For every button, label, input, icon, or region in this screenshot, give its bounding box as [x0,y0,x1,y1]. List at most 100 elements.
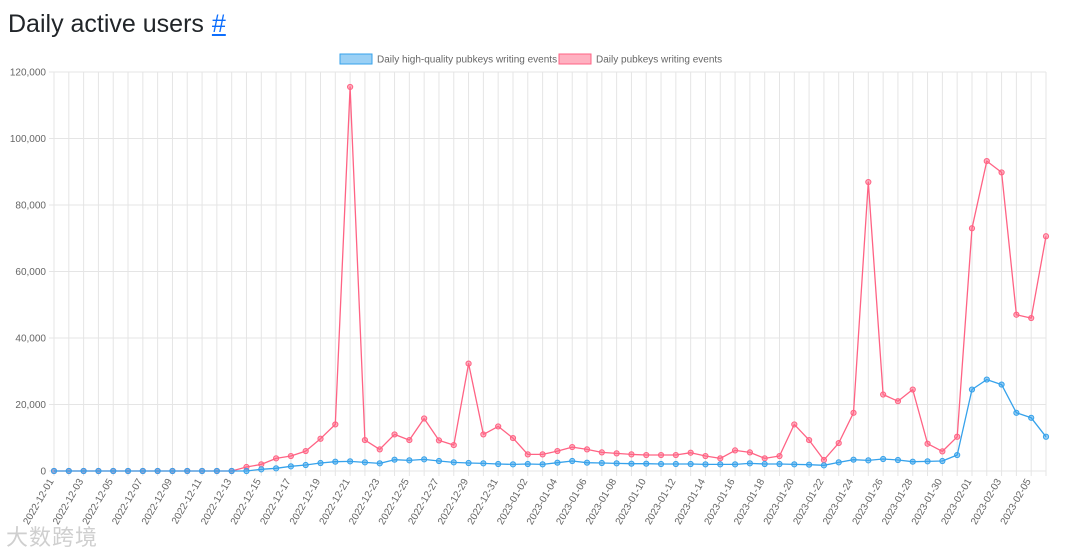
data-point-1 [347,83,354,91]
data-point-0 [450,459,457,466]
y-tick-label: 120,000 [10,68,47,79]
data-point-1 [598,449,605,456]
data-point-1 [1013,311,1020,318]
data-point-0 [850,456,857,463]
data-point-0 [613,460,620,467]
data-point-0 [657,460,665,468]
data-point-0 [643,460,650,467]
data-point-0 [287,463,294,470]
data-point-0 [939,457,946,465]
data-point-1 [287,452,294,460]
data-point-1 [806,436,813,444]
y-tick-label: 0 [40,467,46,478]
data-point-0 [361,459,369,466]
data-point-1 [998,169,1005,176]
data-point-0 [968,386,976,393]
data-point-1 [657,451,665,459]
data-point-1 [717,455,724,462]
data-point-0 [480,460,487,467]
legend-label-1: Daily pubkeys writing events [596,55,722,66]
data-point-1 [791,421,798,428]
data-point-0 [583,459,591,466]
data-point-1 [643,451,650,459]
watermark-text: 大数跨境 [6,525,99,550]
data-point-0 [598,459,605,467]
page-header: Daily active users # [8,10,226,39]
data-point-0 [154,467,161,475]
data-point-0 [302,461,309,469]
data-point-0 [80,467,87,475]
data-point-0 [672,460,679,468]
legend-swatch-0 [339,53,373,65]
data-point-0 [1028,414,1035,421]
data-point-0 [628,460,635,467]
data-point-0 [50,467,58,475]
data-point-0 [317,459,324,467]
anchor-link[interactable]: # [211,10,226,38]
data-point-1 [391,431,398,438]
data-point-1 [983,158,990,165]
data-point-1 [865,178,872,186]
data-point-1 [495,423,502,430]
x-tick-label: 2023-02-05 [999,477,1034,527]
data-point-0 [406,457,413,464]
series [50,83,1050,475]
data-point-1 [480,431,487,438]
data-point-1 [361,436,369,444]
data-point-1 [687,449,694,456]
data-point-1 [272,455,280,462]
data-point-0 [894,456,902,464]
data-point-1 [746,449,753,456]
data-point-0 [243,467,250,475]
data-point-0 [554,459,561,466]
y-tick-label: 40,000 [15,334,46,345]
data-point-0 [717,461,724,468]
data-point-0 [272,465,280,472]
data-point-1 [554,447,561,455]
data-point-1 [435,437,443,444]
y-tick-label: 100,000 [10,134,47,145]
data-point-1 [406,436,413,444]
data-point-1 [421,415,428,422]
data-point-1 [776,452,783,460]
data-point-1 [376,446,383,453]
data-point-0 [954,451,961,459]
data-point-0 [835,459,842,466]
data-point-0 [820,462,828,469]
data-point-1 [539,451,546,458]
data-point-0 [509,461,517,468]
data-point-0 [761,460,768,468]
data-point-0 [421,456,428,463]
y-tick-label: 60,000 [15,267,46,278]
data-point-0 [347,458,354,465]
data-point-1 [702,452,709,460]
data-point-0 [702,461,709,468]
data-point-1 [1042,233,1050,240]
data-point-1 [332,421,339,428]
data-point-0 [95,467,102,475]
data-point-1 [880,391,887,398]
data-point-1 [509,434,517,442]
data-point-0 [983,376,990,383]
data-point-0 [791,461,798,468]
data-point-0 [184,467,191,475]
data-point-1 [939,448,946,455]
data-point-1 [761,455,768,462]
data-point-0 [65,467,72,475]
data-point-1 [954,433,961,440]
legend-swatch-1 [558,53,592,65]
legend: Daily high-quality pubkeys writing event… [339,53,722,66]
data-point-1 [968,225,976,232]
data-point-1 [524,451,531,458]
data-point-0 [880,455,887,463]
data-point-0 [110,467,117,475]
data-point-0 [1013,409,1020,416]
data-point-1 [894,398,902,405]
data-point-0 [258,466,265,473]
data-point-1 [820,456,828,464]
data-point-1 [909,386,916,393]
data-point-0 [731,461,739,468]
data-point-0 [124,467,132,475]
data-point-1 [835,439,842,447]
data-point-0 [213,467,220,475]
